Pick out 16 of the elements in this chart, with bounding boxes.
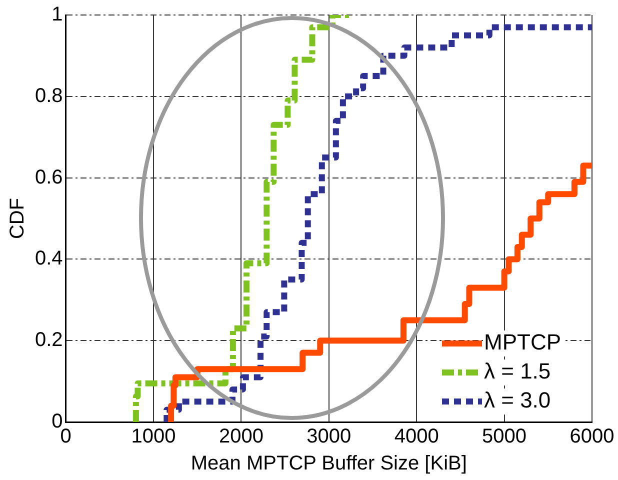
y-tick-label: 0.4 <box>34 248 63 270</box>
x-tick-label: 4000 <box>394 426 439 448</box>
legend-label: λ = 3.0 <box>484 388 551 413</box>
y-axis-title: CDF <box>6 198 29 240</box>
y-tick-label: 0.6 <box>34 166 63 188</box>
x-tick-label: 3000 <box>306 426 352 448</box>
x-tick-label: 1000 <box>131 426 176 448</box>
x-tick-label: 6000 <box>570 426 614 448</box>
legend-label: MPTCP <box>484 330 561 355</box>
y-tick-label: 0.2 <box>34 329 63 352</box>
x-tick-label: 2000 <box>218 426 264 448</box>
x-axis-title: Mean MPTCP Buffer Size [KiB] <box>190 452 467 475</box>
legend-label: λ = 1.5 <box>484 358 551 384</box>
x-tick-label: 5000 <box>482 426 527 448</box>
y-tick-label: 1 <box>52 4 63 26</box>
y-tick-label: 0.8 <box>34 84 63 107</box>
